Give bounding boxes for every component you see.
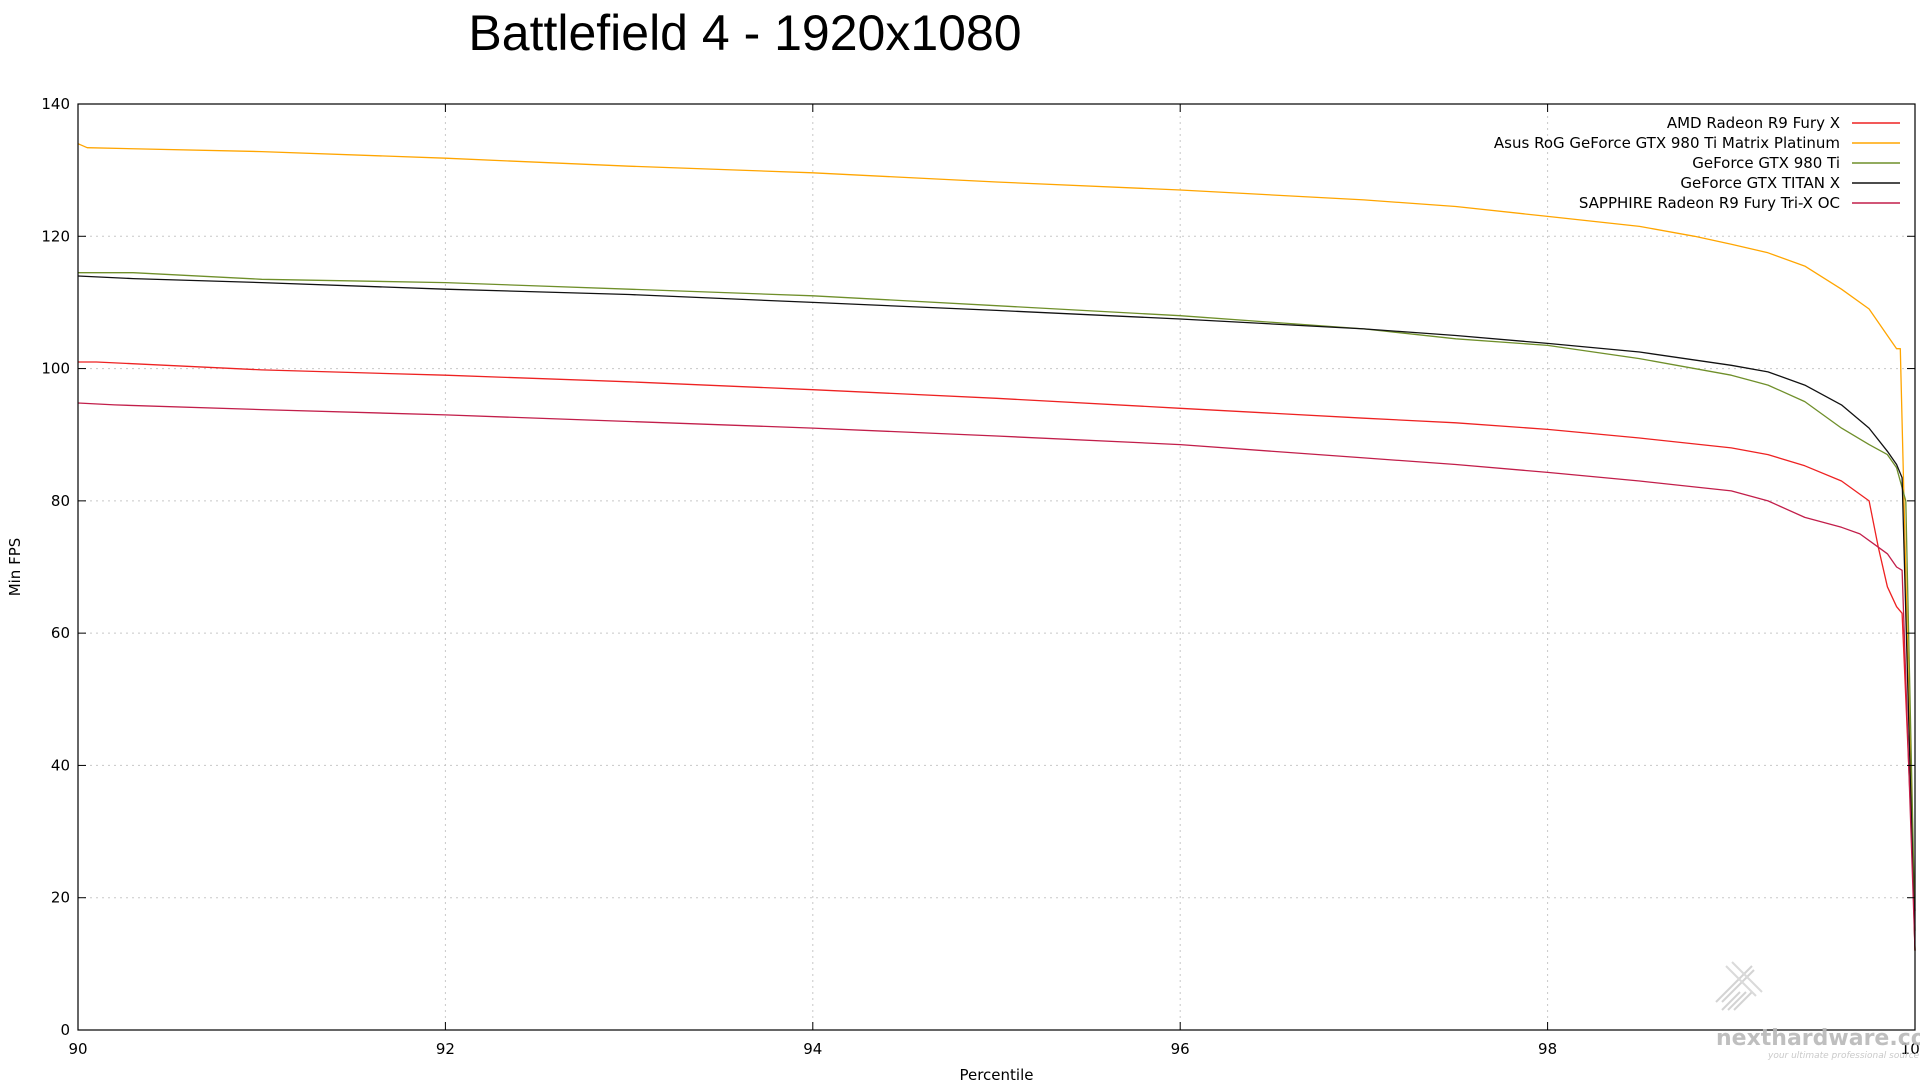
y-tick-label: 40 bbox=[51, 756, 70, 774]
y-tick-label: 60 bbox=[51, 624, 70, 642]
watermark: nexthardware.com your ultimate professio… bbox=[1715, 961, 1920, 1061]
legend-label: AMD Radeon R9 Fury X bbox=[1667, 114, 1840, 132]
legend-label: SAPPHIRE Radeon R9 Fury Tri-X OC bbox=[1579, 194, 1840, 212]
legend-label: GeForce GTX TITAN X bbox=[1680, 174, 1840, 192]
y-tick-label: 120 bbox=[41, 227, 70, 245]
y-tick-label: 100 bbox=[41, 360, 70, 378]
series-line-1 bbox=[77, 143, 1916, 951]
x-tick-label: 92 bbox=[436, 1040, 455, 1058]
x-tick-label: 96 bbox=[1171, 1040, 1190, 1058]
plot-frame bbox=[77, 103, 1916, 1031]
series-line-0 bbox=[78, 361, 1916, 911]
watermark-text: nexthardware.com bbox=[1716, 1026, 1920, 1051]
y-axis-label: Min FPS bbox=[6, 538, 24, 597]
grid bbox=[78, 104, 1915, 1030]
y-tick-label: 20 bbox=[51, 889, 70, 907]
legend-label: Asus RoG GeForce GTX 980 Ti Matrix Plati… bbox=[1494, 134, 1840, 152]
series-line-2 bbox=[78, 272, 1916, 931]
x-tick-label: 98 bbox=[1538, 1040, 1557, 1058]
series-line-3 bbox=[77, 275, 1916, 951]
x-tick-label: 94 bbox=[803, 1040, 822, 1058]
y-tick-label: 0 bbox=[60, 1021, 70, 1039]
legend-label: GeForce GTX 980 Ti bbox=[1692, 154, 1840, 172]
series-group bbox=[77, 143, 1916, 951]
x-tick-label: 90 bbox=[68, 1040, 87, 1058]
x-tick-label: 100 bbox=[1901, 1040, 1920, 1058]
watermark-tagline: your ultimate professional source bbox=[1767, 1051, 1920, 1061]
legend: AMD Radeon R9 Fury X Asus RoG GeForce GTX… bbox=[1494, 114, 1900, 212]
series-line-4 bbox=[77, 402, 1916, 951]
nexthardware-logo-icon bbox=[1715, 961, 1763, 1011]
axis-ticks: 90 92 94 96 98 100 0 20 40 60 80 100 120 140 bbox=[41, 95, 1920, 1058]
y-tick-label: 140 bbox=[41, 95, 70, 113]
chart-title: Battlefield 4 - 1920x1080 bbox=[468, 5, 1021, 61]
y-tick-label: 80 bbox=[51, 492, 70, 510]
x-axis-label: Percentile bbox=[959, 1066, 1033, 1080]
